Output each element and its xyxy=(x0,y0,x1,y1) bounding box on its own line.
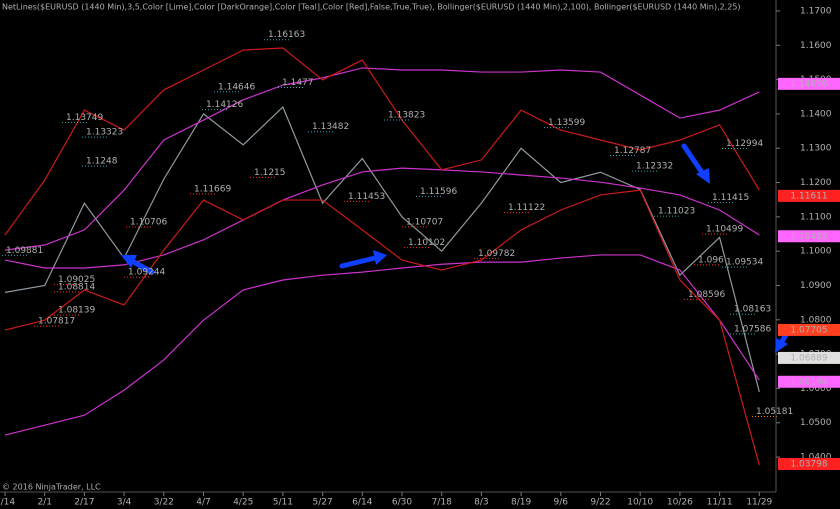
annotation-label: 1.1215 xyxy=(254,168,286,178)
x-tick-label: 9/6 xyxy=(554,498,569,508)
price-tag xyxy=(778,189,840,202)
price-tag-label: 1.03798 xyxy=(790,459,827,469)
annotation-label: 1.096 xyxy=(698,255,724,265)
x-tick-label: 8/3 xyxy=(474,498,488,508)
annotation-label: 1.13599 xyxy=(548,118,585,128)
annotation-label: 1.1477 xyxy=(282,78,314,88)
x-tick-label: 5/27 xyxy=(312,498,332,508)
arrow xyxy=(681,143,706,177)
annotation-label: 1.11415 xyxy=(712,193,749,203)
annotation-label: 1.11023 xyxy=(658,207,695,217)
annotation-label: 1.13482 xyxy=(312,122,349,132)
y-tick-label: 1.0600 xyxy=(800,384,832,394)
annotation-label: 1.10499 xyxy=(706,225,743,235)
price-tag xyxy=(778,77,840,90)
annotation-label: 1.12787 xyxy=(614,146,651,156)
series-line xyxy=(4,67,760,251)
annotation-label: 1.16163 xyxy=(268,30,305,40)
price-tag-label: 1.07705 xyxy=(790,325,827,335)
annotation-label: 1.11122 xyxy=(508,203,545,213)
arrow-head xyxy=(775,338,788,353)
arrow xyxy=(339,255,378,269)
annotation-label: 1.09244 xyxy=(128,268,165,278)
annotation-label: 1.1248 xyxy=(86,157,118,167)
x-tick-label: 4/7 xyxy=(196,498,210,508)
x-tick-label: 5/11 xyxy=(273,498,293,508)
annotation-label: 1.12332 xyxy=(636,162,673,172)
series-line xyxy=(4,47,760,236)
annotation-label: 1.11669 xyxy=(194,184,231,194)
x-tick-label: 10/26 xyxy=(667,498,693,508)
annotation-label: 1.08596 xyxy=(688,290,725,300)
annotation-label: 1.14646 xyxy=(218,82,255,92)
y-tick-label: 1.1100 xyxy=(800,212,832,222)
annotation-label: 1.14126 xyxy=(206,100,243,110)
y-tick-label: 1.1700 xyxy=(800,6,832,16)
chart-title: NetLines($EURUSD (1440 Min),3,5,Color [L… xyxy=(2,3,741,12)
x-tick-label: 9/22 xyxy=(590,498,610,508)
x-tick-label: 7/18 xyxy=(432,498,452,508)
y-tick-label: 1.1200 xyxy=(800,178,832,188)
price-tag xyxy=(778,351,840,364)
price-tag-label: 1.11611 xyxy=(790,191,827,201)
annotation-label: 1.11453 xyxy=(348,192,385,202)
annotation-label: 1.07817 xyxy=(38,317,75,327)
price-tag xyxy=(778,230,840,243)
annotation-label: 1.08163 xyxy=(734,305,771,315)
annotation-label: 1.13749 xyxy=(66,113,103,123)
annotation-label: 1.08139 xyxy=(58,306,95,316)
annotation-label: 1.12994 xyxy=(726,139,763,149)
series-line xyxy=(4,254,760,436)
arrow-head xyxy=(121,255,137,268)
annotation-label: 1.09025 xyxy=(58,275,95,285)
series-line xyxy=(4,189,760,466)
price-tag xyxy=(778,375,840,388)
annotation-label: 1.07586 xyxy=(734,325,771,335)
arrow-head xyxy=(696,168,710,184)
annotation-label: 1.11596 xyxy=(420,187,457,197)
y-tick-label: 1.0800 xyxy=(800,315,832,325)
y-tick-label: 1.0900 xyxy=(800,281,832,291)
x-tick-label: 1/14 xyxy=(0,498,15,508)
x-tick-label: 8/19 xyxy=(511,498,531,508)
annotation-label: 1.10707 xyxy=(406,217,443,227)
y-tick-label: 1.0400 xyxy=(800,453,832,463)
x-tick-label: 4/25 xyxy=(233,498,253,508)
x-tick-label: 11/29 xyxy=(746,498,772,508)
x-tick-label: 10/10 xyxy=(627,498,653,508)
annotation-label: 1.13823 xyxy=(388,110,425,120)
price-tag xyxy=(778,323,840,336)
x-tick-label: 3/22 xyxy=(154,498,174,508)
x-tick-label: 3/4 xyxy=(117,498,132,508)
copyright: © 2016 NinjaTrader, LLC xyxy=(2,483,101,492)
annotation-label: 1.09881 xyxy=(6,246,43,256)
annotation-label: 1.10706 xyxy=(130,217,167,227)
annotation-label: 1.05181 xyxy=(756,407,793,417)
price-tag-label: 1.06889 xyxy=(790,353,827,363)
annotation-label: 1.09534 xyxy=(726,258,763,268)
price-tag-label: 1.14876 xyxy=(790,79,827,89)
x-tick-label: 6/30 xyxy=(392,498,412,508)
price-tag-label: 1.06194 xyxy=(790,377,827,387)
annotation-label: 1.13323 xyxy=(86,128,123,138)
price-tag-label: 1.10435 xyxy=(790,232,827,242)
y-tick-label: 1.1300 xyxy=(800,144,832,154)
y-tick-label: 1.1600 xyxy=(800,41,832,51)
x-tick-label: 2/1 xyxy=(37,498,51,508)
annotation-label: 1.08814 xyxy=(58,282,95,292)
y-tick-label: 1.0500 xyxy=(800,418,832,428)
x-tick-label: 2/17 xyxy=(74,498,94,508)
annotation-label: 1.10102 xyxy=(408,238,445,248)
y-tick-label: 1.1000 xyxy=(800,247,832,257)
arrow-head xyxy=(373,250,387,265)
annotation-label: 1.09782 xyxy=(478,249,515,259)
x-tick-label: 11/11 xyxy=(707,498,733,508)
y-tick-label: 1.1400 xyxy=(800,109,832,119)
price-tag xyxy=(778,457,840,470)
x-tick-label: 6/14 xyxy=(352,498,372,508)
